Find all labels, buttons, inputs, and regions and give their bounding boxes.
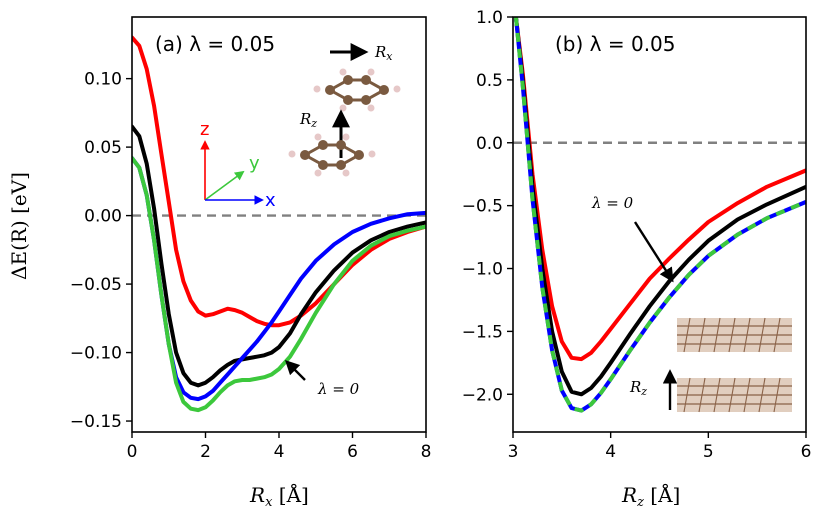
panel-a-y-tick-label: −0.05 [70,275,122,295]
benzene-top [313,68,401,112]
panel-a-lambda0-label: λ = 0 [317,380,360,398]
panel-b-lambda0-annotation: λ = 0 [591,194,674,283]
panel-a-x-axis-label: Rx [Å] [249,482,309,510]
panel-b-series-green [513,17,806,413]
xyz-axes-icon: z y x [200,119,276,211]
panel-a-x-tick-label: 4 [274,442,285,462]
panel-b-inset-rz-label: Rz [629,378,647,398]
panel-b-x-tick-label: 5 [703,442,714,462]
panel-b-y-tick-label: 1.0 [476,8,503,28]
panel-a-lambda0-annotation: λ = 0 [284,359,360,398]
panel-b-x-axis-label: Rz [Å] [621,482,680,510]
panel-b-lambda0-label: λ = 0 [591,194,634,212]
graphene-sheet-bottom [677,377,792,413]
panel-b-series-black [513,17,806,397]
panel-a-y-tick-label: 0.00 [84,207,122,227]
panel-b-lambda0-arrow [633,221,674,283]
panel-a-title: (a) λ = 0.05 [155,32,275,56]
panel-b-title: (b) λ = 0.05 [555,32,676,56]
panel-a-series [132,35,426,413]
y-axis-arrow [204,170,245,201]
panel-b-series [513,17,806,413]
y-axis-letter: y [249,153,260,174]
x-axis-letter: x [265,190,276,211]
panel-a-y-tick-label: 0.10 [84,70,122,90]
y-axis-label: ΔE(R) [eV] [7,172,31,280]
benzene-dimer-illustration: Rx Rz [288,43,401,177]
panel-a-series-red [132,35,426,328]
panel-b-series-red [513,17,806,362]
panel-a-x-tick-label: 0 [127,442,138,462]
panel-a-lambda0-arrow [284,359,306,381]
panel-b-x-tick-label: 6 [801,442,812,462]
panel-a-x-tick-label: 8 [421,442,432,462]
panel-b-y-tick-label: −1.0 [462,260,503,280]
panel-a-y-tick-label: −0.10 [70,344,122,364]
panel-a-x-tick-label: 2 [200,442,211,462]
panel-a-series-blue [132,156,426,402]
graphene-sheet-top [677,317,792,353]
panel-a-x-tick-label: 6 [347,442,358,462]
panel-a-y-tick-label: −0.15 [70,412,122,432]
inset-rx-label: Rx [374,43,393,63]
panel-b-ticks: 3 4 5 6 −2.0 −1.5 −1.0 −0.5 0.0 0.5 1.0 [462,8,812,462]
panel-b-x-tick-label: 3 [508,442,519,462]
panel-b-x-tick-label: 4 [605,442,616,462]
panel-b-y-tick-label: 0.5 [476,71,503,91]
panel-a-frame [131,16,427,433]
panel-b-y-tick-label: −0.5 [462,197,503,217]
panel-b-y-tick-label: −1.5 [462,322,503,342]
panel-b-frame [512,16,807,433]
panel-a-ticks: 0 2 4 6 8 −0.15 −0.10 −0.05 0.00 0.05 0.10 [70,70,432,462]
z-axis-letter: z [200,119,209,140]
panel-a-series-green [132,156,426,413]
inset-rz-label: Rz [299,110,317,130]
panel-b-y-tick-label: −2.0 [462,385,503,405]
graphene-bilayer-illustration: Rz [629,317,792,413]
benzene-bottom [288,133,376,177]
panel-b-y-tick-label: 0.0 [476,134,503,154]
panel-a-y-tick-label: 0.05 [84,138,122,158]
